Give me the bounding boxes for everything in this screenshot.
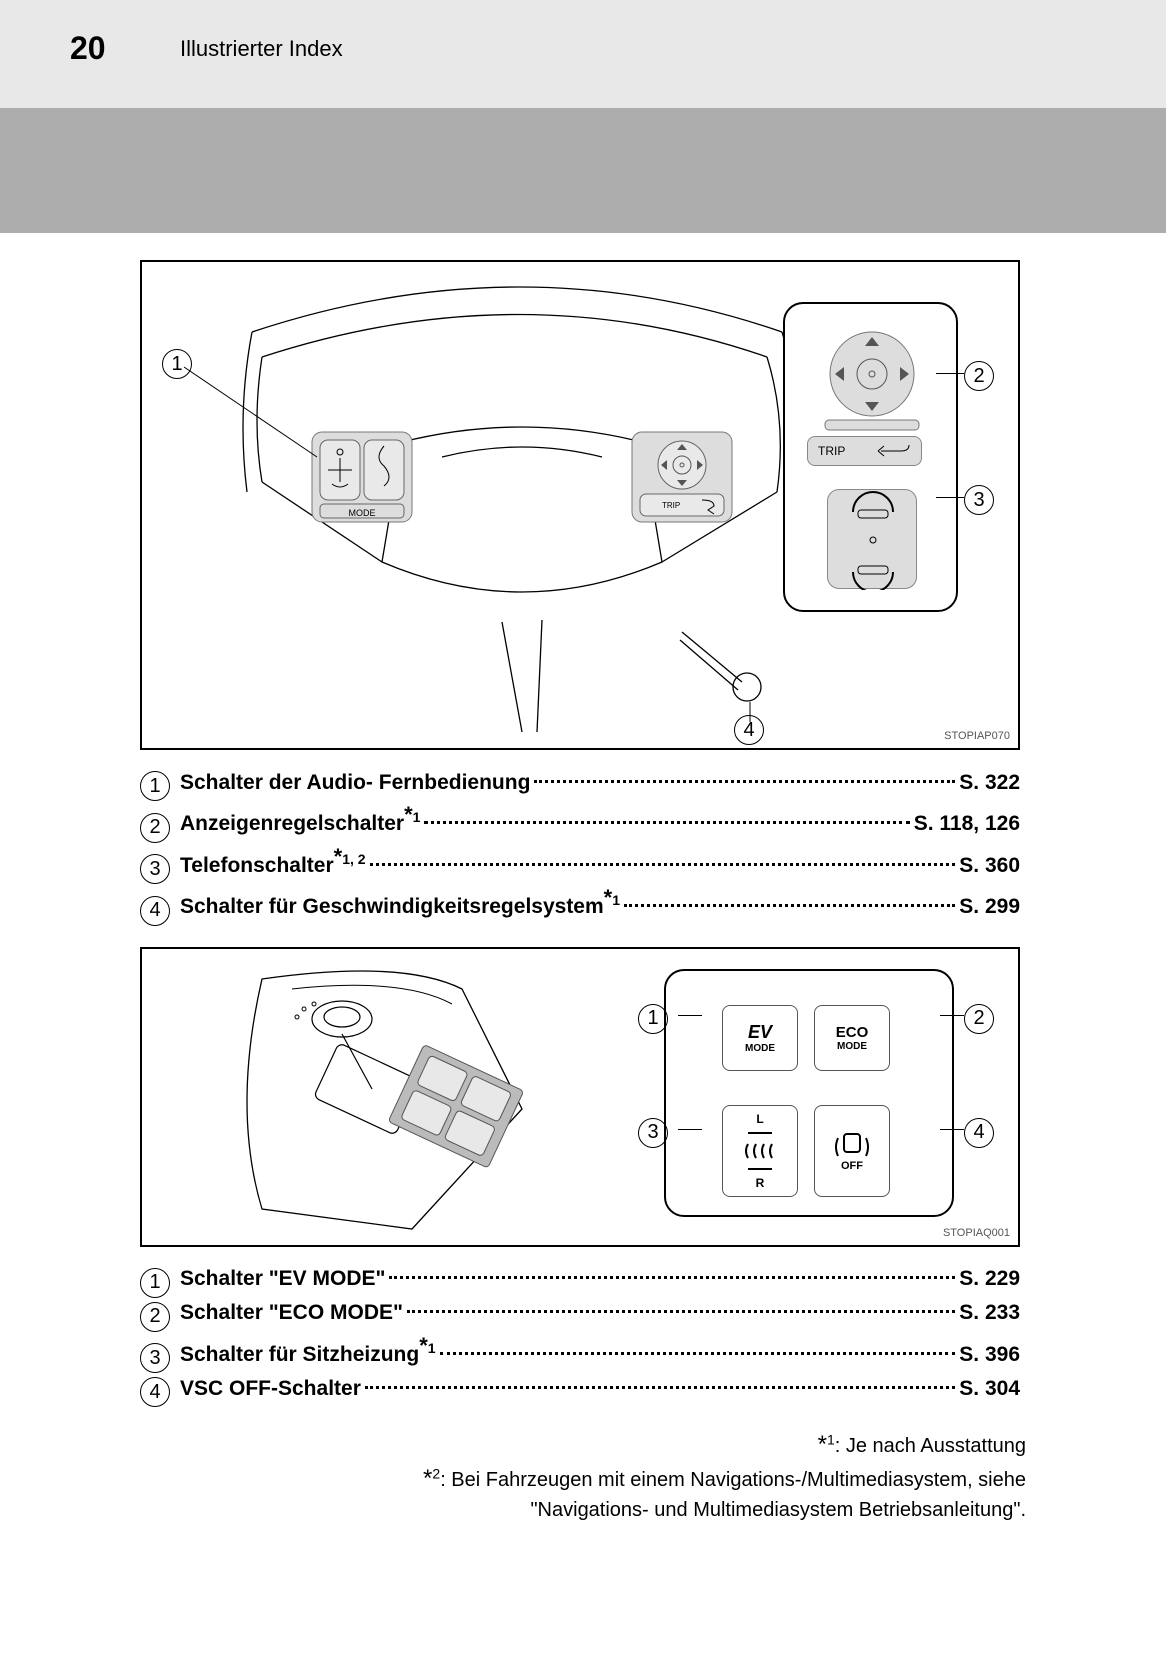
callout-1-fig2: 1 [638,1001,702,1031]
footnote-mark: * [818,1431,827,1458]
vsc-icon [832,1130,872,1160]
eco-mode-button: ECO MODE [814,1005,890,1071]
eco-label: ECO [836,1024,869,1041]
footnote-2b: "Navigations- und Multimediasystem Betri… [226,1499,1026,1522]
item-number: 4 [140,896,170,926]
leader-dots [407,1300,955,1313]
ev-label: EV [748,1022,772,1043]
seat-heater-button: L R [722,1105,798,1197]
footnote-text: : Je nach Ausstattung [835,1435,1026,1457]
item-text: Schalter "ECO MODE" [180,1301,403,1325]
page-ref: S. 360 [959,854,1020,878]
footnote-2: *2: Bei Fahrzeugen mit einem Navigations… [226,1465,1026,1493]
vsc-off-button: OFF [814,1105,890,1197]
callout-3: 3 [936,482,1004,512]
leader-dots [534,770,955,783]
callout-4: 4 [734,712,774,742]
dpad-illustration [817,322,927,432]
callout-4-fig2: 4 [940,1115,1004,1145]
figure-2-label: STOPIAQ001 [943,1227,1010,1239]
ev-mode-sublabel: MODE [745,1043,775,1054]
seat-l-label: L [756,1112,763,1126]
steering-inset-panel: TRIP [783,302,958,612]
item-number: 1 [140,771,170,801]
footnote-1: *1: Je nach Ausstattung [226,1431,1026,1459]
item-text: Schalter "EV MODE" [180,1267,385,1291]
section-title: Illustrierter Index [180,36,343,62]
seat-heat-icon [740,1140,780,1162]
trip-label: TRIP [818,444,845,458]
figure-1-label: STOPIAP070 [944,730,1010,742]
page-ref: S. 304 [959,1377,1020,1401]
footnotes: *1: Je nach Ausstattung *2: Bei Fahrzeug… [226,1425,1026,1522]
index-row: 4 VSC OFF-Schalter S. 304 [140,1374,1020,1404]
page-ref: S. 322 [959,771,1020,795]
index-row: 1 Schalter der Audio- Fernbedienung S. 3… [140,768,1020,798]
leader-dots [370,853,956,866]
page-ref: S. 396 [959,1343,1020,1367]
seat-r-label: R [756,1176,765,1190]
page-ref: S. 229 [959,1267,1020,1291]
leader-dots [424,811,909,824]
item-text: Schalter für Geschwindigkeitsregelsystem… [180,885,620,919]
index-row: 4 Schalter für Geschwindigkeitsregelsyst… [140,885,1020,923]
phone-pod-inset [827,489,917,589]
leader-dots [389,1266,955,1279]
leader-dots [440,1342,956,1355]
item-number: 4 [140,1377,170,1407]
item-number: 2 [140,1302,170,1332]
index-list-1: 1 Schalter der Audio- Fernbedienung S. 3… [140,768,1020,923]
vsc-off-label: OFF [841,1160,863,1172]
item-number: 2 [140,813,170,843]
page-number: 20 [70,30,106,67]
figure-steering-wheel: MODE TRIP [140,260,1020,750]
figure-center-console: EV MODE ECO MODE L R OFF [140,947,1020,1247]
item-number: 1 [140,1268,170,1298]
item-text: Schalter für Sitzheizung*1 [180,1333,436,1367]
item-text: VSC OFF-Schalter [180,1377,361,1401]
phone-icons [828,490,918,590]
item-text: Schalter der Audio- Fernbedienung [180,771,530,795]
item-text: Anzeigenregelschalter*1 [180,802,420,836]
callout-1: 1 [162,346,202,376]
page-content: MODE TRIP [140,260,1020,1428]
index-row: 2 Schalter "ECO MODE" S. 233 [140,1299,1020,1329]
index-row: 3 Schalter für Sitzheizung*1 S. 396 [140,1333,1020,1371]
divider [748,1132,772,1134]
console-inset-panel: EV MODE ECO MODE L R OFF [664,969,954,1217]
console-illustration [202,949,702,1245]
trip-button-inset: TRIP [807,436,922,466]
page-ref: S. 299 [959,895,1020,919]
item-number: 3 [140,1343,170,1373]
callout-2-fig2: 2 [940,1001,1004,1031]
footnote-text: : Bei Fahrzeugen mit einem Navigations-/… [440,1469,1026,1491]
footnote-sup: 1 [827,1431,835,1447]
leader-dots [365,1376,955,1389]
index-row: 1 Schalter "EV MODE" S. 229 [140,1265,1020,1295]
callout-3-fig2: 3 [638,1115,702,1145]
index-list-2: 1 Schalter "EV MODE" S. 229 2 Schalter "… [140,1265,1020,1405]
index-row: 3 Telefonschalter*1, 2 S. 360 [140,844,1020,882]
item-text: Telefonschalter*1, 2 [180,844,366,878]
page-ref: S. 233 [959,1301,1020,1325]
eco-mode-sublabel: MODE [837,1041,867,1052]
item-number: 3 [140,854,170,884]
leader-dots [624,894,955,907]
divider [748,1168,772,1170]
index-row: 2 Anzeigenregelschalter*1 S. 118, 126 [140,802,1020,840]
return-arrow-icon [875,441,915,461]
page-header: 20 Illustrierter Index [0,0,1166,232]
header-grey-band [0,108,1166,233]
page-ref: S. 118, 126 [914,812,1020,836]
callout-2: 2 [936,358,1004,388]
svg-text:TRIP: TRIP [662,501,680,510]
footnote-mark: * [423,1465,432,1492]
svg-text:MODE: MODE [349,508,376,518]
ev-mode-button: EV MODE [722,1005,798,1071]
